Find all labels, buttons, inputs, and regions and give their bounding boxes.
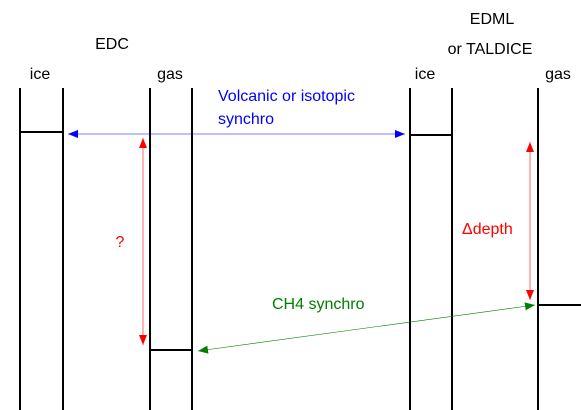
column-label: ice — [415, 66, 436, 83]
column-label: gas — [157, 66, 183, 83]
core-name: or TALDICE — [448, 41, 533, 58]
annotation: synchro — [218, 111, 274, 128]
core-name: EDC — [95, 36, 129, 53]
annotation: Volcanic or isotopic — [218, 88, 355, 105]
annotation: Δdepth — [462, 221, 513, 238]
sync-arrow — [197, 302, 536, 354]
core-name: EDML — [470, 11, 515, 28]
annotation: ? — [116, 234, 125, 251]
column-label: gas — [545, 66, 571, 83]
annotation: CH4 synchro — [272, 296, 365, 313]
column-label: ice — [30, 66, 51, 83]
core-columns — [19, 88, 581, 410]
